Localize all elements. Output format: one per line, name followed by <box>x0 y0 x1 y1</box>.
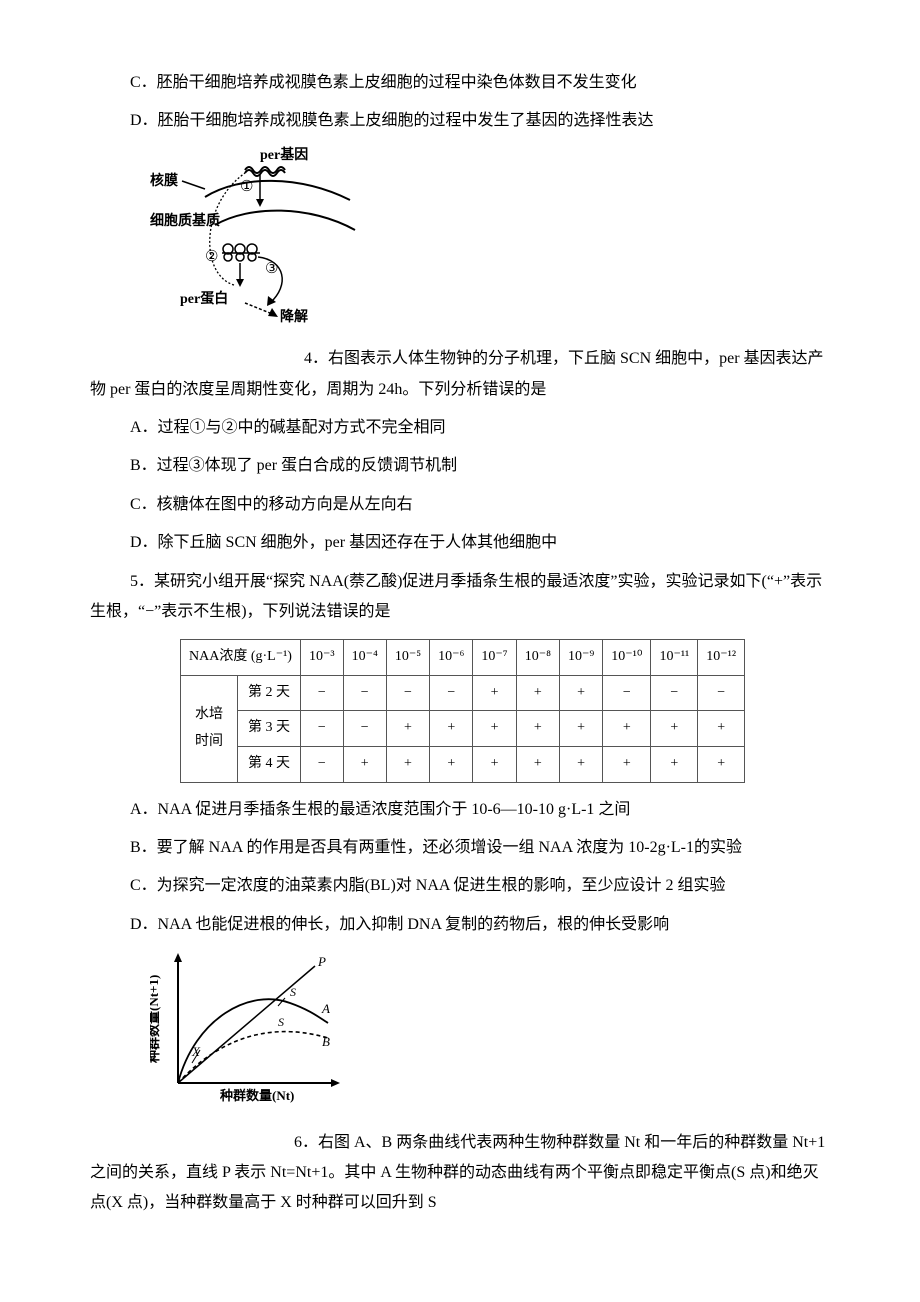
td: − <box>386 675 429 711</box>
td: − <box>651 675 698 711</box>
table-row: 水培时间 第 2 天 − − − − + + + − − − <box>181 675 745 711</box>
td: − <box>698 675 745 711</box>
td-rowgroup: 水培时间 <box>181 675 238 782</box>
fig3-p-label: P <box>317 954 326 969</box>
q6-figure: 种群数量(Nt+1) 种群数量(Nt) P A B S S X <box>150 948 830 1119</box>
td: + <box>343 747 386 783</box>
td: + <box>473 711 516 747</box>
q4-option-b: B．过程③体现了 per 蛋白合成的反馈调节机制 <box>90 451 830 481</box>
td: + <box>386 747 429 783</box>
td: + <box>603 711 651 747</box>
q4-option-d: D．除下丘脑 SCN 细胞外，per 基因还存在于人体其他细胞中 <box>90 528 830 558</box>
fig1-cytoplasm-label: 细胞质基质 <box>150 212 220 229</box>
td: + <box>698 711 745 747</box>
fig1-num3: ③ <box>265 261 278 277</box>
q3-option-d: D．胚胎干细胞培养成视膜色素上皮细胞的过程中发生了基因的选择性表达 <box>90 106 830 136</box>
td-r2-label: 第 4 天 <box>238 747 301 783</box>
td: − <box>343 711 386 747</box>
fig3-s2-label: S <box>278 1015 284 1029</box>
td: + <box>473 675 516 711</box>
q4-stem: 4．右图表示人体生物钟的分子机理，下丘脑 SCN 细胞中，per 基因表达产物 … <box>90 344 830 405</box>
table-row: 第 3 天 − − + + + + + + + + <box>181 711 745 747</box>
fig1-pergene-label: per基因 <box>260 146 308 163</box>
fig1-degrade-label: 降解 <box>280 308 308 325</box>
fig3-ylabel: 种群数量(Nt+1) <box>150 975 161 1064</box>
fig1-num1: ① <box>240 179 253 195</box>
table-header-row: NAA浓度 (g·L⁻¹) 10⁻³ 10⁻⁴ 10⁻⁵ 10⁻⁶ 10⁻⁷ 1… <box>181 640 745 676</box>
q5-stem: 5．某研究小组开展“探究 NAA(萘乙酸)促进月季插条生根的最适浓度”实验，实验… <box>90 567 830 628</box>
q3-option-c: C．胚胎干细胞培养成视膜色素上皮细胞的过程中染色体数目不发生变化 <box>90 68 830 98</box>
td-r0-label: 第 2 天 <box>238 675 301 711</box>
q6-stem: 6．右图 A、B 两条曲线代表两种生物种群数量 Nt 和一年后的种群数量 Nt+… <box>90 1128 830 1219</box>
th-c0: 10⁻³ <box>300 640 343 676</box>
td: − <box>430 675 473 711</box>
th-c3: 10⁻⁶ <box>430 640 473 676</box>
table-row: 第 4 天 − + + + + + + + + + <box>181 747 745 783</box>
fig1-nucleus-label: 核膜 <box>150 172 178 189</box>
th-c2: 10⁻⁵ <box>386 640 429 676</box>
th-c4: 10⁻⁷ <box>473 640 516 676</box>
td: + <box>430 711 473 747</box>
td: + <box>651 711 698 747</box>
td: − <box>343 675 386 711</box>
td: + <box>559 711 602 747</box>
td: − <box>300 711 343 747</box>
q5-option-c: C．为探究一定浓度的油菜素内脂(BL)对 NAA 促进生根的影响，至少应设计 2… <box>90 871 830 901</box>
ribosomes <box>222 244 260 261</box>
fig1-perprotein-label: per蛋白 <box>180 290 228 307</box>
fig3-xlabel: 种群数量(Nt) <box>219 1088 294 1103</box>
td: + <box>430 747 473 783</box>
td: − <box>300 747 343 783</box>
th-c7: 10⁻¹⁰ <box>603 640 651 676</box>
th-c8: 10⁻¹¹ <box>651 640 698 676</box>
th-c1: 10⁻⁴ <box>343 640 386 676</box>
td: + <box>473 747 516 783</box>
td: + <box>516 711 559 747</box>
td: + <box>516 675 559 711</box>
td-r1-label: 第 3 天 <box>238 711 301 747</box>
fig3-s-label: S <box>290 985 296 999</box>
td: − <box>300 675 343 711</box>
th-c5: 10⁻⁸ <box>516 640 559 676</box>
fig3-a-label: A <box>321 1001 330 1016</box>
q4-option-a: A．过程①与②中的碱基配对方式不完全相同 <box>90 413 830 443</box>
fig3-b-label: B <box>322 1034 330 1049</box>
q5-option-d: D．NAA 也能促进根的伸长，加入抑制 DNA 复制的药物后，根的伸长受影响 <box>90 910 830 940</box>
q4-figure: per基因 核膜 ① 细胞质基质 ② ③ per蛋白 降解 <box>150 145 830 336</box>
q4-option-c: C．核糖体在图中的移动方向是从左向右 <box>90 490 830 520</box>
td: + <box>559 675 602 711</box>
th-c9: 10⁻¹² <box>698 640 745 676</box>
td: − <box>603 675 651 711</box>
th-c6: 10⁻⁹ <box>559 640 602 676</box>
q5-option-b: B．要了解 NAA 的作用是否具有两重性，还必须增设一组 NAA 浓度为 10-… <box>90 833 830 863</box>
td: + <box>651 747 698 783</box>
q5-option-a: A．NAA 促进月季插条生根的最适浓度范围介于 10-6—10-10 g·L-1… <box>90 795 830 825</box>
td: + <box>516 747 559 783</box>
td: + <box>603 747 651 783</box>
td: + <box>698 747 745 783</box>
q5-table: NAA浓度 (g·L⁻¹) 10⁻³ 10⁻⁴ 10⁻⁵ 10⁻⁶ 10⁻⁷ 1… <box>180 639 745 782</box>
td: + <box>386 711 429 747</box>
td: + <box>559 747 602 783</box>
th-naa-label: NAA浓度 (g·L⁻¹) <box>181 640 301 676</box>
